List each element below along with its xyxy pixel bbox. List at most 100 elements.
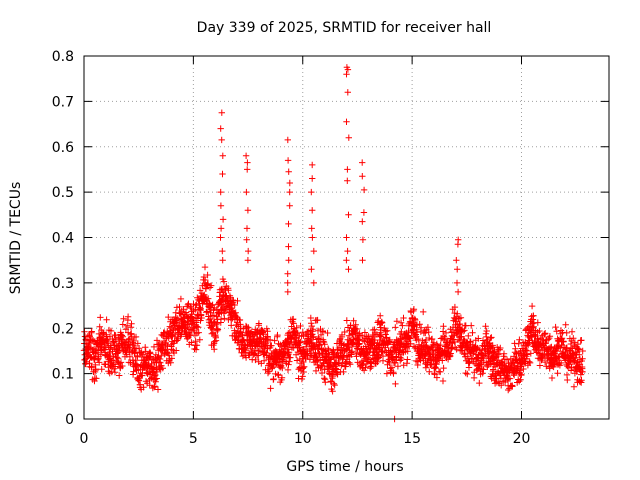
data-point bbox=[430, 339, 438, 346]
data-point bbox=[464, 370, 471, 378]
data-point bbox=[217, 202, 225, 209]
data-point bbox=[362, 364, 369, 371]
x-tick-label: 0 bbox=[80, 431, 89, 447]
data-point bbox=[176, 303, 183, 311]
data-point bbox=[343, 234, 350, 241]
data-point bbox=[308, 188, 315, 196]
data-point bbox=[126, 353, 134, 360]
data-point bbox=[424, 324, 432, 331]
data-point bbox=[88, 328, 95, 335]
data-point bbox=[88, 363, 95, 370]
data-point bbox=[177, 295, 185, 303]
data-point bbox=[378, 332, 385, 340]
data-point bbox=[167, 359, 174, 366]
plot-border bbox=[83, 55, 610, 420]
data-point bbox=[432, 364, 439, 372]
data-point bbox=[218, 136, 225, 144]
data-point bbox=[462, 322, 469, 329]
data-point bbox=[374, 355, 382, 362]
data-point bbox=[322, 379, 329, 386]
data-point bbox=[309, 175, 316, 182]
data-point bbox=[191, 345, 198, 353]
data-point bbox=[405, 333, 412, 341]
data-point bbox=[203, 308, 211, 315]
data-point bbox=[376, 336, 383, 344]
data-point bbox=[201, 263, 209, 271]
data-point bbox=[135, 377, 143, 384]
data-point bbox=[563, 344, 571, 351]
data-point bbox=[466, 359, 473, 366]
data-point bbox=[278, 374, 286, 381]
data-point bbox=[428, 335, 436, 343]
data-point bbox=[543, 363, 550, 370]
data-point bbox=[346, 359, 353, 366]
data-point bbox=[439, 377, 447, 385]
data-point bbox=[375, 352, 383, 359]
data-point bbox=[433, 361, 440, 368]
data-point bbox=[123, 322, 131, 329]
data-point bbox=[377, 326, 385, 334]
data-point bbox=[526, 359, 534, 367]
data-point bbox=[479, 337, 487, 344]
data-point bbox=[296, 339, 303, 346]
data-point bbox=[211, 338, 218, 345]
data-point bbox=[308, 320, 315, 327]
data-point bbox=[557, 344, 564, 352]
data-point bbox=[576, 378, 584, 385]
data-point bbox=[100, 330, 107, 337]
data-point bbox=[153, 368, 161, 376]
data-point bbox=[544, 336, 552, 343]
data-point bbox=[512, 345, 519, 352]
data-point bbox=[475, 335, 482, 342]
data-point bbox=[250, 351, 257, 358]
data-point bbox=[548, 343, 555, 351]
data-point bbox=[197, 305, 204, 312]
data-point bbox=[211, 346, 218, 353]
data-point bbox=[360, 186, 368, 194]
data-point bbox=[329, 372, 337, 380]
data-point bbox=[321, 341, 328, 348]
data-point bbox=[479, 370, 486, 377]
data-point bbox=[509, 383, 516, 390]
data-point bbox=[97, 314, 104, 321]
data-point bbox=[92, 365, 99, 373]
data-point bbox=[244, 166, 251, 173]
data-point bbox=[442, 329, 450, 337]
data-point bbox=[466, 338, 474, 345]
data-point bbox=[277, 362, 285, 369]
data-point bbox=[437, 368, 444, 376]
data-point bbox=[142, 348, 149, 355]
data-point bbox=[341, 328, 348, 336]
data-point bbox=[563, 329, 570, 337]
data-point bbox=[299, 373, 306, 380]
data-point bbox=[422, 329, 429, 336]
data-point bbox=[344, 177, 351, 184]
data-point bbox=[579, 368, 586, 376]
data-point bbox=[247, 345, 255, 352]
data-point bbox=[280, 354, 288, 361]
data-point bbox=[279, 358, 286, 366]
data-point bbox=[426, 368, 433, 375]
data-point bbox=[284, 136, 291, 144]
data-point bbox=[352, 321, 359, 328]
data-point bbox=[331, 381, 338, 389]
data-point bbox=[193, 342, 201, 349]
data-point bbox=[244, 159, 251, 166]
data-point bbox=[242, 347, 249, 354]
data-point bbox=[382, 334, 390, 341]
data-point bbox=[312, 367, 320, 375]
data-point bbox=[515, 340, 522, 347]
data-point bbox=[407, 318, 414, 325]
data-point bbox=[359, 257, 366, 264]
data-point bbox=[310, 279, 317, 287]
data-point bbox=[450, 314, 458, 322]
data-point bbox=[297, 322, 304, 330]
data-point bbox=[196, 336, 203, 343]
data-point bbox=[523, 351, 531, 358]
data-point bbox=[316, 342, 323, 349]
data-point bbox=[293, 357, 301, 364]
data-point bbox=[358, 332, 366, 339]
data-point bbox=[244, 207, 252, 214]
data-point bbox=[258, 360, 265, 367]
data-point bbox=[451, 338, 458, 346]
